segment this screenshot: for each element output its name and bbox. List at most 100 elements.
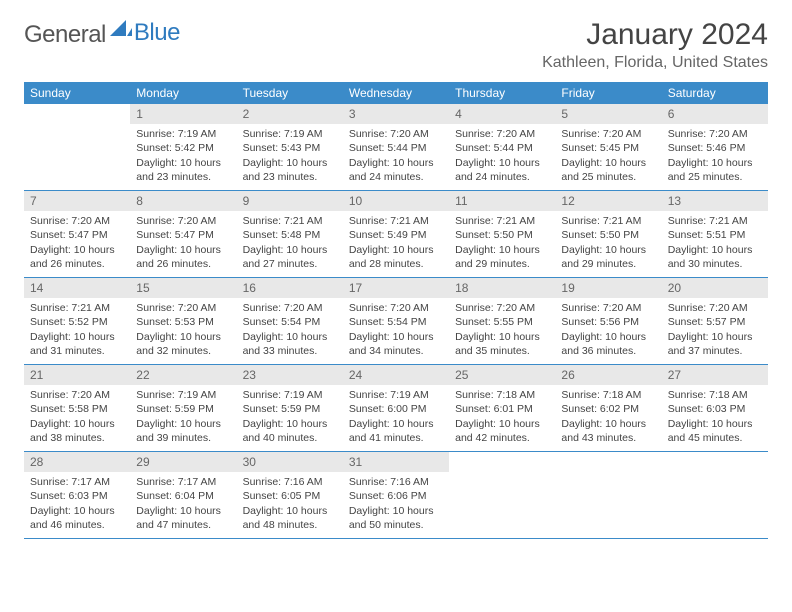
daylight-text: Daylight: 10 hours and 28 minutes. bbox=[349, 243, 443, 271]
daylight-text: Daylight: 10 hours and 42 minutes. bbox=[455, 417, 549, 445]
daylight-text: Daylight: 10 hours and 36 minutes. bbox=[561, 330, 655, 358]
sunset-text: Sunset: 5:47 PM bbox=[30, 228, 124, 242]
day-number: 16 bbox=[237, 278, 343, 298]
sunset-text: Sunset: 5:43 PM bbox=[243, 141, 337, 155]
sunset-text: Sunset: 5:49 PM bbox=[349, 228, 443, 242]
day-content: Sunrise: 7:16 AMSunset: 6:06 PMDaylight:… bbox=[343, 472, 449, 536]
sunrise-text: Sunrise: 7:20 AM bbox=[30, 388, 124, 402]
sunset-text: Sunset: 5:53 PM bbox=[136, 315, 230, 329]
sunrise-text: Sunrise: 7:21 AM bbox=[30, 301, 124, 315]
day-cell: 27Sunrise: 7:18 AMSunset: 6:03 PMDayligh… bbox=[662, 365, 768, 451]
sunset-text: Sunset: 5:45 PM bbox=[561, 141, 655, 155]
day-cell: 29Sunrise: 7:17 AMSunset: 6:04 PMDayligh… bbox=[130, 452, 236, 538]
sunset-text: Sunset: 5:59 PM bbox=[136, 402, 230, 416]
daylight-text: Daylight: 10 hours and 47 minutes. bbox=[136, 504, 230, 532]
day-cell: 18Sunrise: 7:20 AMSunset: 5:55 PMDayligh… bbox=[449, 278, 555, 364]
day-number: 11 bbox=[449, 191, 555, 211]
day-number: 18 bbox=[449, 278, 555, 298]
day-cell: 2Sunrise: 7:19 AMSunset: 5:43 PMDaylight… bbox=[237, 104, 343, 190]
day-content: Sunrise: 7:20 AMSunset: 5:45 PMDaylight:… bbox=[555, 124, 661, 188]
day-content: Sunrise: 7:21 AMSunset: 5:48 PMDaylight:… bbox=[237, 211, 343, 275]
day-content: Sunrise: 7:20 AMSunset: 5:54 PMDaylight:… bbox=[237, 298, 343, 362]
week-row: 14Sunrise: 7:21 AMSunset: 5:52 PMDayligh… bbox=[24, 278, 768, 365]
sunset-text: Sunset: 5:54 PM bbox=[243, 315, 337, 329]
sunset-text: Sunset: 5:46 PM bbox=[668, 141, 762, 155]
sunrise-text: Sunrise: 7:21 AM bbox=[349, 214, 443, 228]
day-content: Sunrise: 7:16 AMSunset: 6:05 PMDaylight:… bbox=[237, 472, 343, 536]
day-number: 2 bbox=[237, 104, 343, 124]
month-title: January 2024 bbox=[542, 18, 768, 52]
day-content: Sunrise: 7:19 AMSunset: 5:42 PMDaylight:… bbox=[130, 124, 236, 188]
sunset-text: Sunset: 6:03 PM bbox=[30, 489, 124, 503]
sunrise-text: Sunrise: 7:16 AM bbox=[243, 475, 337, 489]
daylight-text: Daylight: 10 hours and 25 minutes. bbox=[561, 156, 655, 184]
day-content: Sunrise: 7:21 AMSunset: 5:52 PMDaylight:… bbox=[24, 298, 130, 362]
sunrise-text: Sunrise: 7:19 AM bbox=[349, 388, 443, 402]
sunrise-text: Sunrise: 7:20 AM bbox=[349, 301, 443, 315]
day-number: 7 bbox=[24, 191, 130, 211]
weekday-header: Thursday bbox=[449, 82, 555, 104]
day-number: 26 bbox=[555, 365, 661, 385]
sunset-text: Sunset: 6:04 PM bbox=[136, 489, 230, 503]
sunrise-text: Sunrise: 7:17 AM bbox=[30, 475, 124, 489]
day-content: Sunrise: 7:21 AMSunset: 5:51 PMDaylight:… bbox=[662, 211, 768, 275]
daylight-text: Daylight: 10 hours and 32 minutes. bbox=[136, 330, 230, 358]
daylight-text: Daylight: 10 hours and 37 minutes. bbox=[668, 330, 762, 358]
sunrise-text: Sunrise: 7:20 AM bbox=[349, 127, 443, 141]
day-number: 17 bbox=[343, 278, 449, 298]
logo-sail-icon bbox=[110, 18, 132, 41]
day-cell: 20Sunrise: 7:20 AMSunset: 5:57 PMDayligh… bbox=[662, 278, 768, 364]
daylight-text: Daylight: 10 hours and 35 minutes. bbox=[455, 330, 549, 358]
day-cell: 9Sunrise: 7:21 AMSunset: 5:48 PMDaylight… bbox=[237, 191, 343, 277]
day-cell: 6Sunrise: 7:20 AMSunset: 5:46 PMDaylight… bbox=[662, 104, 768, 190]
sunrise-text: Sunrise: 7:21 AM bbox=[455, 214, 549, 228]
sunrise-text: Sunrise: 7:20 AM bbox=[668, 127, 762, 141]
day-cell: 14Sunrise: 7:21 AMSunset: 5:52 PMDayligh… bbox=[24, 278, 130, 364]
day-content: Sunrise: 7:20 AMSunset: 5:44 PMDaylight:… bbox=[343, 124, 449, 188]
logo-text-blue: Blue bbox=[134, 19, 180, 46]
sunset-text: Sunset: 5:50 PM bbox=[455, 228, 549, 242]
day-cell: 30Sunrise: 7:16 AMSunset: 6:05 PMDayligh… bbox=[237, 452, 343, 538]
weekday-header: Sunday bbox=[24, 82, 130, 104]
day-cell: 13Sunrise: 7:21 AMSunset: 5:51 PMDayligh… bbox=[662, 191, 768, 277]
day-number: 15 bbox=[130, 278, 236, 298]
daylight-text: Daylight: 10 hours and 23 minutes. bbox=[243, 156, 337, 184]
day-content: Sunrise: 7:20 AMSunset: 5:57 PMDaylight:… bbox=[662, 298, 768, 362]
daylight-text: Daylight: 10 hours and 27 minutes. bbox=[243, 243, 337, 271]
day-number: 8 bbox=[130, 191, 236, 211]
day-cell: 1Sunrise: 7:19 AMSunset: 5:42 PMDaylight… bbox=[130, 104, 236, 190]
sunrise-text: Sunrise: 7:19 AM bbox=[136, 388, 230, 402]
day-number: 28 bbox=[24, 452, 130, 472]
daylight-text: Daylight: 10 hours and 29 minutes. bbox=[455, 243, 549, 271]
sunset-text: Sunset: 5:48 PM bbox=[243, 228, 337, 242]
calendar: Sunday Monday Tuesday Wednesday Thursday… bbox=[24, 82, 768, 539]
daylight-text: Daylight: 10 hours and 48 minutes. bbox=[243, 504, 337, 532]
logo-text-general: General bbox=[24, 21, 106, 49]
daylight-text: Daylight: 10 hours and 50 minutes. bbox=[349, 504, 443, 532]
day-number: 23 bbox=[237, 365, 343, 385]
day-number: 1 bbox=[130, 104, 236, 124]
day-cell: 21Sunrise: 7:20 AMSunset: 5:58 PMDayligh… bbox=[24, 365, 130, 451]
sunset-text: Sunset: 5:51 PM bbox=[668, 228, 762, 242]
sunset-text: Sunset: 5:59 PM bbox=[243, 402, 337, 416]
day-cell: 19Sunrise: 7:20 AMSunset: 5:56 PMDayligh… bbox=[555, 278, 661, 364]
sunset-text: Sunset: 6:02 PM bbox=[561, 402, 655, 416]
day-number: 4 bbox=[449, 104, 555, 124]
day-cell: . bbox=[555, 452, 661, 538]
day-cell: 28Sunrise: 7:17 AMSunset: 6:03 PMDayligh… bbox=[24, 452, 130, 538]
day-cell: . bbox=[449, 452, 555, 538]
day-number: 24 bbox=[343, 365, 449, 385]
sunrise-text: Sunrise: 7:18 AM bbox=[668, 388, 762, 402]
day-number: 14 bbox=[24, 278, 130, 298]
day-content: Sunrise: 7:17 AMSunset: 6:03 PMDaylight:… bbox=[24, 472, 130, 536]
week-row: 28Sunrise: 7:17 AMSunset: 6:03 PMDayligh… bbox=[24, 452, 768, 539]
daylight-text: Daylight: 10 hours and 29 minutes. bbox=[561, 243, 655, 271]
day-cell: 31Sunrise: 7:16 AMSunset: 6:06 PMDayligh… bbox=[343, 452, 449, 538]
day-number: 21 bbox=[24, 365, 130, 385]
sunrise-text: Sunrise: 7:16 AM bbox=[349, 475, 443, 489]
day-cell: . bbox=[662, 452, 768, 538]
day-content: Sunrise: 7:20 AMSunset: 5:47 PMDaylight:… bbox=[130, 211, 236, 275]
daylight-text: Daylight: 10 hours and 45 minutes. bbox=[668, 417, 762, 445]
weekday-header: Monday bbox=[130, 82, 236, 104]
day-cell: 22Sunrise: 7:19 AMSunset: 5:59 PMDayligh… bbox=[130, 365, 236, 451]
